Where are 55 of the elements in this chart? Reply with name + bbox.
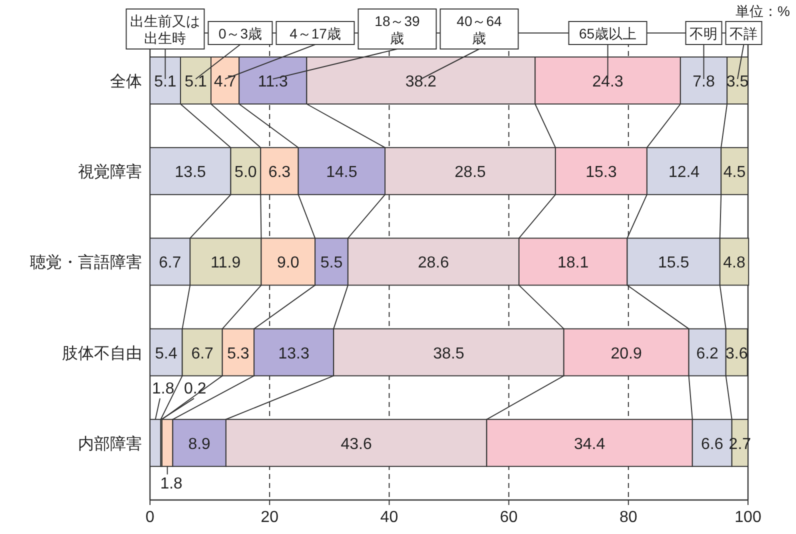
data-label: 5.1 [154,74,176,90]
data-label: 6.6 [700,436,724,453]
data-label: 7.8 [692,74,715,90]
data-label: 13.5 [174,164,206,182]
legend-label: 不詳 [730,26,758,42]
y-tick-label: 内部障害 [78,434,142,453]
data-label: 18.1 [558,254,589,272]
x-tick-label: 40 [380,509,398,526]
data-label: 5.3 [227,345,250,362]
data-label: 15.5 [658,254,690,272]
x-tick-label: 20 [260,509,279,526]
y-tick-label: 全体 [110,74,142,90]
x-tick-label: 80 [620,509,638,526]
data-label: 11.9 [210,254,241,272]
data-label: 9.0 [277,254,300,272]
data-label: 5.4 [155,345,178,362]
data-label: 0.2 [184,380,206,398]
data-label: 28.6 [418,254,450,272]
data-label: 14.5 [326,164,358,182]
data-label: 13.3 [278,345,310,362]
data-label: 6.7 [158,254,182,272]
data-label: 5.5 [320,254,343,272]
series-label: 65歳以上 [578,26,637,42]
data-label: 43.6 [340,436,372,453]
data-label: 5.0 [234,164,257,182]
x-tick-label: 0 [146,509,155,526]
data-label: 8.9 [188,436,211,453]
data-label: 11.3 [258,74,288,90]
data-label: 38.5 [433,345,464,362]
data-label: 6.2 [696,345,719,362]
data-label: 15.3 [586,164,617,182]
series-label: 0～3歳 [218,26,262,42]
y-tick-label: 聴覚・言語障害 [30,254,142,272]
data-label: 5.1 [184,74,207,90]
y-tick-label: 視覚障害 [78,163,142,182]
data-label: 12.4 [668,164,700,182]
series-label: 不明 [690,26,718,42]
data-label: 4.8 [723,254,746,272]
data-label: 38.2 [405,74,437,90]
data-label: 24.3 [592,74,624,90]
data-label: 1.8 [160,475,183,492]
data-label: 1.8 [152,380,174,398]
data-label: 6.7 [191,345,214,362]
x-tick-label: 100 [734,509,762,526]
data-label: 4.5 [723,164,746,182]
x-tick-label: 60 [500,509,518,526]
data-label: 28.5 [454,164,486,182]
data-label: 20.9 [610,345,642,362]
series-label: 40～64歳 [456,13,502,46]
text: 単位：% [736,3,790,19]
y-tick-label: 肢体不自由 [62,344,142,362]
data-label: 34.4 [574,436,606,453]
data-label: 4.7 [214,74,236,90]
data-label: 6.3 [268,164,291,182]
legend-label: 4～17歳 [290,26,341,42]
